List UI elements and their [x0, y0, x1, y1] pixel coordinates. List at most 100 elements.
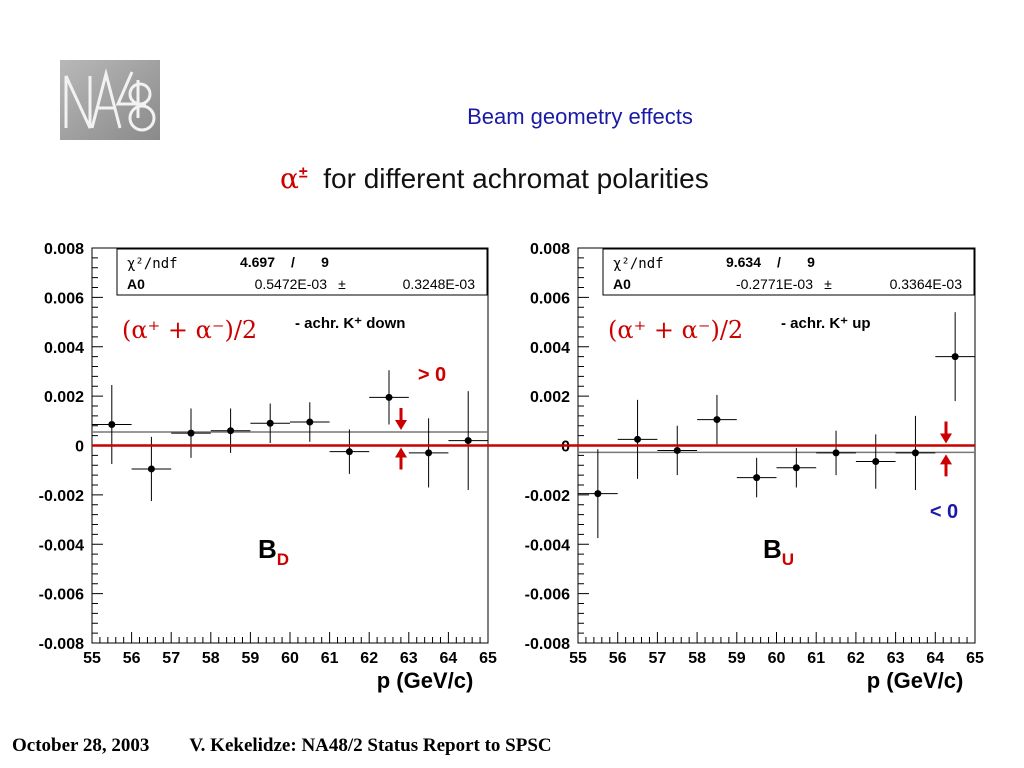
x-tick-label: 63 [887, 650, 905, 667]
y-tick-label: -0.008 [39, 636, 84, 653]
stats-a0-value: 0.5472E-03 [255, 276, 328, 292]
stats-chi2-label: χ²/ndf [127, 256, 178, 272]
panel-label-sub: U [782, 550, 794, 569]
data-point [911, 449, 919, 457]
stats-chi2-sep: / [291, 254, 295, 270]
footer-date: October 28, 2003 [12, 735, 150, 756]
x-tick-label: 63 [400, 650, 418, 667]
y-tick-label: 0.002 [44, 389, 84, 406]
stats-a0-error: 0.3364E-03 [890, 276, 963, 292]
y-tick-label: -0.004 [525, 537, 570, 554]
slide-title: Beam geometry effects [467, 104, 693, 129]
data-point [832, 449, 840, 457]
chart-panel-2: 0.008 0.006 0.004 0.002 0 -0.002 -0.004 -0.006 -… [525, 241, 984, 693]
y-tick-label: 0.004 [530, 340, 570, 357]
data-point [425, 449, 433, 457]
stats-box [116, 248, 488, 296]
y-tick-label: -0.006 [39, 587, 84, 604]
x-axis-title: p (GeV/c) [377, 668, 474, 693]
stats-pm: ± [338, 276, 346, 292]
footer: October 28, 2003 V. Kekelidze: NA48/2 Sta… [12, 735, 592, 757]
x-tick-label: 57 [162, 650, 180, 667]
x-tick-label: 65 [966, 650, 984, 667]
plots-area: 0.008 0.006 0.004 0.002 0 -0.002 -0.004 -0.006 -… [39, 241, 984, 693]
slide-subtitle: α± for different achromat polarities [280, 162, 709, 195]
x-tick-label: 56 [609, 650, 627, 667]
na48-logo [60, 60, 160, 140]
data-point [594, 490, 602, 498]
panel-label: BU [763, 534, 794, 569]
polarity-note: - achr. K⁺ down [295, 315, 405, 332]
alpha-symbol: α± [280, 162, 308, 195]
y-tick-label: -0.002 [525, 488, 570, 505]
x-tick-label: 62 [847, 650, 865, 667]
stats-a0-value: -0.2771E-03 [736, 276, 813, 292]
data-point [951, 353, 959, 361]
chart-panel-1: 0.008 0.006 0.004 0.002 0 -0.002 -0.004 -0.006 -… [39, 241, 497, 693]
data-point [306, 418, 314, 426]
data-point [753, 474, 761, 482]
x-tick-label: 59 [728, 650, 746, 667]
x-tick-label: 61 [321, 650, 339, 667]
stats-chi2-value: 9.634 [726, 254, 761, 270]
x-tick-label: 58 [202, 650, 220, 667]
x-tick-label: 60 [768, 650, 786, 667]
data-point [792, 464, 800, 472]
data-point [634, 435, 642, 443]
x-tick-label: 60 [281, 650, 299, 667]
subtitle-text: for different achromat polarities [323, 163, 709, 194]
data-point [227, 427, 235, 435]
y-tick-label: 0 [561, 439, 570, 456]
stats-ndf-value: 9 [321, 254, 329, 270]
stats-ndf-value: 9 [807, 254, 815, 270]
x-tick-label: 59 [242, 650, 260, 667]
y-tick-label: -0.002 [39, 488, 84, 505]
sign-label: > 0 [418, 364, 446, 386]
stats-chi2-sep: / [777, 254, 781, 270]
stats-chi2-label: χ²/ndf [613, 256, 664, 272]
data-point [147, 465, 155, 473]
x-tick-label: 56 [123, 650, 141, 667]
y-tick-label: 0.008 [44, 241, 84, 258]
x-tick-label: 64 [926, 650, 944, 667]
formula-label: (α⁺ + α⁻)/2 [122, 316, 257, 344]
x-tick-label: 65 [479, 650, 497, 667]
x-tick-label: 61 [807, 650, 825, 667]
y-tick-label: -0.004 [39, 537, 84, 554]
y-tick-label: 0.002 [530, 389, 570, 406]
x-axis-title: p (GeV/c) [867, 668, 964, 693]
data-point [345, 448, 353, 456]
data-point [713, 416, 721, 424]
arrow-up-head [395, 447, 407, 458]
x-tick-label: 55 [569, 650, 587, 667]
stats-pm: ± [824, 276, 832, 292]
x-tick-label: 64 [440, 650, 458, 667]
y-tick-label: -0.006 [525, 587, 570, 604]
y-tick-label: -0.008 [525, 636, 570, 653]
footer-author: V. Kekelidze: NA48/2 Status Report to SP… [189, 735, 552, 756]
arrow-up-head [940, 454, 952, 465]
arrow-down-head [940, 433, 952, 444]
data-point [464, 437, 472, 445]
panel-label: BD [258, 534, 289, 569]
stats-a0-label: A0 [613, 276, 631, 292]
data-point [673, 446, 681, 454]
stats-a0-error: 0.3248E-03 [403, 276, 476, 292]
stats-a0-label: A0 [127, 276, 145, 292]
y-tick-label: 0.006 [530, 290, 570, 307]
x-tick-label: 62 [360, 650, 378, 667]
stats-chi2-value: 4.697 [240, 254, 275, 270]
sign-label: < 0 [930, 501, 958, 523]
formula-label: (α⁺ + α⁻)/2 [608, 316, 743, 344]
data-point [108, 421, 116, 429]
polarity-note: - achr. K⁺ up [781, 315, 871, 332]
data-point [266, 419, 274, 427]
data-point [385, 393, 393, 401]
panel-label-sub: D [277, 550, 289, 569]
data-point [872, 458, 880, 466]
y-tick-label: 0.004 [44, 340, 84, 357]
y-tick-label: 0.006 [44, 290, 84, 307]
data-point [187, 429, 195, 437]
x-tick-label: 57 [649, 650, 667, 667]
x-tick-label: 58 [688, 650, 706, 667]
